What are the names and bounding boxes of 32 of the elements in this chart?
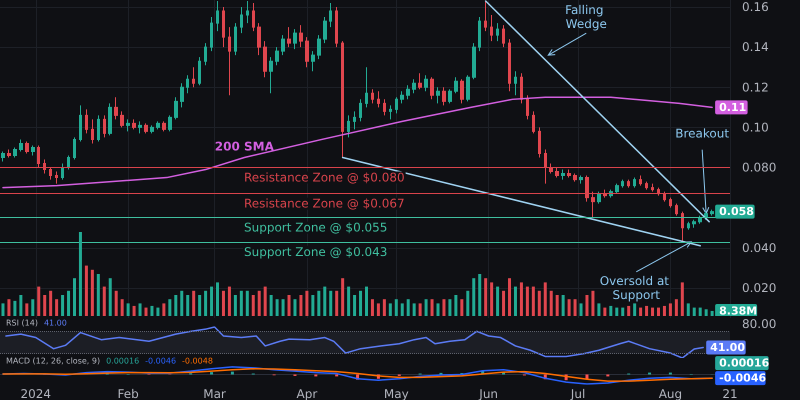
y-tick-label: 0.12 [742,80,769,94]
ref-line-label: Resistance Zone @ $0.080 [244,170,405,185]
annotation: 0.00016 [106,356,140,366]
text: 80.00 [742,317,776,331]
y-tick-label: 0.14 [742,40,769,54]
y-tick-label: 0.080 [742,160,776,175]
x-tick-label: 2024 [20,387,52,400]
annotation: Oversold at Support [600,274,673,302]
chart-title: RSI (14) [6,318,38,328]
ref-line-label: Resistance Zone @ $0.067 [244,196,405,211]
series-label: 200 SMA [214,139,275,154]
ref-line-label: Support Zone @ $0.043 [244,244,388,259]
x-tick-label: Feb [117,387,139,400]
chart-title: MACD (12, 26, close, 9) [6,356,100,366]
annotation: 41.00 [710,340,746,354]
annotation: Falling Wedge [565,3,608,32]
annotation: Breakout [675,126,730,141]
y-tick-label: 0.10 [742,120,769,134]
y-tick-label: 0.020 [742,280,776,295]
x-tick-label: 21 [722,387,738,400]
annotation: -0.0046 [145,356,176,366]
annotation: 41.00 [44,318,67,328]
annotation: 8.38M [719,304,758,318]
annotation: -0.0048 [182,356,213,366]
y-tick-label: 0.040 [742,240,776,255]
x-tick-label: Mar [203,387,226,400]
data-label: 0.11 [719,100,746,114]
ref-line-label: Support Zone @ $0.055 [244,220,388,235]
y-tick-label: 0.16 [742,0,769,14]
annotation: 0.00016 [719,356,770,370]
annotation: -0.0046 [719,372,766,385]
text: 0.058 [719,205,754,218]
